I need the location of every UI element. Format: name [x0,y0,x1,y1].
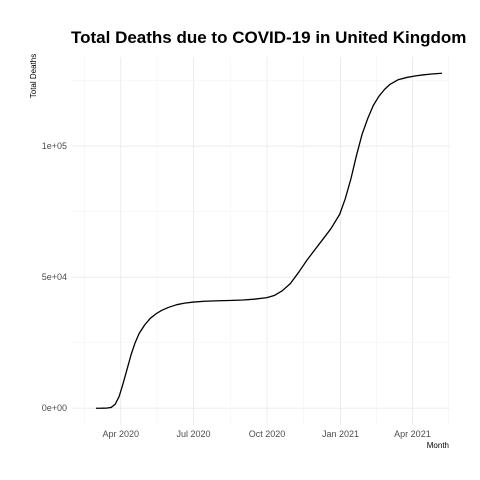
y-tick-label: 5e+04 [42,272,67,282]
y-tick-label: 1e+05 [42,141,67,151]
y-axis-ticks: 0e+00 5e+04 1e+05 [42,141,67,413]
x-axis-label: Month [427,441,449,450]
x-tick-label: Apr 2020 [102,429,139,439]
chart-title: Total Deaths due to COVID-19 in United K… [71,28,466,47]
x-axis-ticks: Apr 2020 Jul 2020 Oct 2020 Jan 2021 Apr 2021 [102,429,430,439]
x-tick-label: Jan 2021 [322,429,359,439]
y-tick-label: 0e+00 [42,403,67,413]
y-axis-label: Total Deaths [29,54,38,98]
x-tick-label: Apr 2021 [394,429,431,439]
series-layer [95,72,443,409]
x-tick-label: Jul 2020 [176,429,210,439]
series-line-total-deaths [95,72,443,409]
gridlines [72,57,450,425]
x-tick-label: Oct 2020 [249,429,286,439]
